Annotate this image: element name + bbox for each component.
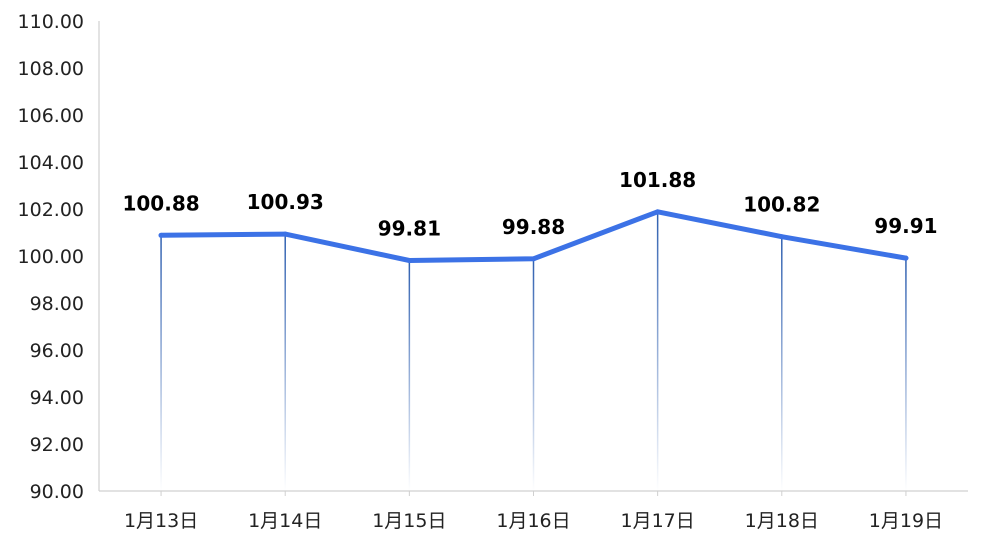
data-point — [655, 209, 661, 215]
data-label: 99.91 — [874, 214, 937, 238]
data-point — [158, 232, 164, 238]
y-axis-tick-labels: 90.00 92.00 94.00 96.00 98.00 100.00 102.00 104… — [18, 11, 84, 503]
y-tick-label: 106.00 — [18, 105, 84, 127]
data-point — [903, 255, 909, 261]
data-point — [282, 231, 288, 237]
data-label: 100.88 — [122, 191, 199, 215]
drop-line — [656, 211, 659, 491]
series-line-layer — [158, 209, 909, 263]
data-labels: 100.88 100.93 99.81 99.88 101.88 100.82 99.91 — [122, 168, 937, 241]
drop-line — [408, 260, 411, 491]
x-tick-label: 1月14日 — [248, 510, 322, 532]
drop-line — [284, 234, 286, 491]
x-tick-label: 1月15日 — [372, 510, 446, 532]
y-tick-label: 96.00 — [30, 340, 84, 362]
x-axis-tick-labels: 1月13日 1月14日 1月15日 1月16日 1月17日 1月18日 1月19日 — [124, 491, 943, 532]
y-tick-label: 108.00 — [18, 58, 84, 80]
x-tick-label: 1月18日 — [745, 510, 819, 532]
y-tick-label: 104.00 — [18, 152, 84, 174]
data-label: 99.88 — [502, 215, 565, 239]
drop-line — [532, 258, 535, 491]
data-point — [531, 256, 536, 262]
data-label: 100.82 — [743, 193, 820, 217]
y-tick-label: 102.00 — [18, 199, 84, 221]
x-tick-label: 1月19日 — [869, 510, 943, 532]
data-label: 99.81 — [378, 216, 441, 240]
data-point — [779, 234, 785, 240]
data-label: 101.88 — [619, 168, 696, 192]
y-tick-label: 94.00 — [30, 387, 84, 409]
drop-line — [160, 235, 162, 491]
x-tick-label: 1月16日 — [496, 510, 570, 532]
y-tick-label: 90.00 — [30, 481, 84, 503]
y-tick-label: 100.00 — [18, 246, 84, 268]
y-tick-label: 98.00 — [30, 293, 84, 315]
drop-line — [905, 258, 907, 491]
drop-line — [781, 236, 783, 491]
data-point — [406, 257, 412, 263]
y-tick-label: 110.00 — [18, 11, 84, 33]
drop-lines — [160, 211, 907, 491]
x-tick-label: 1月17日 — [621, 510, 695, 532]
x-tick-label: 1月13日 — [124, 510, 198, 532]
data-label: 100.93 — [247, 190, 324, 214]
y-tick-label: 92.00 — [30, 434, 84, 456]
